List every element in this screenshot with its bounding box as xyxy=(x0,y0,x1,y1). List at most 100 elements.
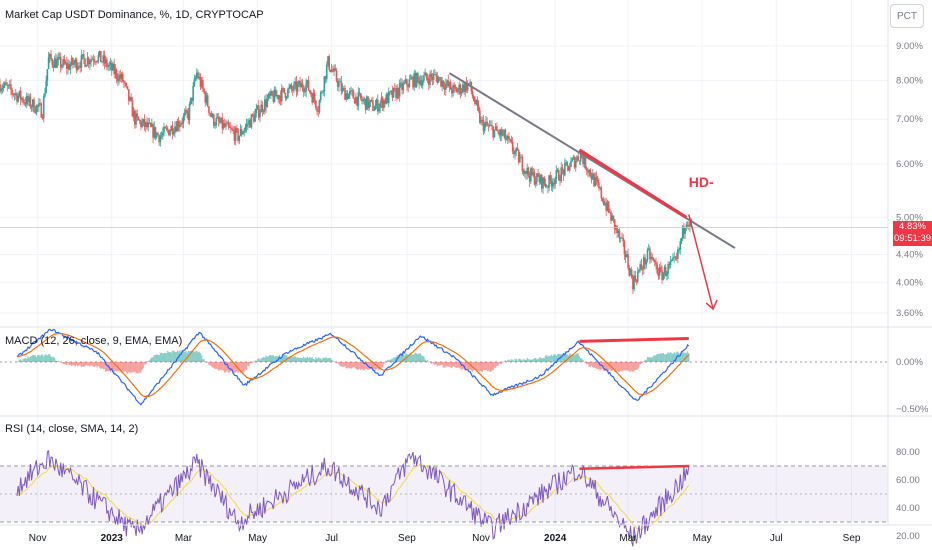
candle-body xyxy=(496,126,498,131)
candle-body xyxy=(324,76,327,80)
divergence-line-macd[interactable] xyxy=(579,337,689,343)
candle-body xyxy=(526,167,529,174)
candle-body xyxy=(664,267,667,276)
macd-hist-bar xyxy=(486,362,488,372)
macd-tick-label: 0.00% xyxy=(896,357,923,368)
macd-hist-bar xyxy=(647,357,650,362)
candle-body xyxy=(192,85,194,101)
candle-body xyxy=(468,83,470,84)
macd-hist-bar xyxy=(160,352,163,362)
price-axis[interactable]: 9.00% 8.00% 7.00% 6.00% 5.00% 4.40% 4.00% 3.60%… xyxy=(896,41,929,542)
macd-hist-bar xyxy=(299,357,301,362)
divergence-line-rsi[interactable] xyxy=(579,464,689,471)
macd-hist-bar xyxy=(588,362,590,367)
macd-hist-bar xyxy=(398,353,401,362)
price-tick-label: 8.00% xyxy=(896,75,923,86)
candle-body xyxy=(16,93,18,102)
macd-hist-bar xyxy=(49,354,51,362)
macd-hist-bar xyxy=(56,360,58,362)
candle-body xyxy=(180,123,182,126)
candle-body xyxy=(157,133,159,135)
candle-body xyxy=(628,267,631,276)
candle-body xyxy=(514,151,516,155)
candle-body xyxy=(447,80,450,87)
macd-hist-bar xyxy=(182,350,185,362)
macd-hist-bar xyxy=(513,360,515,362)
candle-body xyxy=(624,254,627,258)
candle-body xyxy=(678,249,680,251)
candle-body xyxy=(517,149,520,163)
candle-body xyxy=(602,200,605,205)
candle-body xyxy=(339,81,341,83)
candle-body xyxy=(543,177,546,184)
candle-body xyxy=(202,80,204,89)
candle-body xyxy=(225,123,227,127)
projection-arrow[interactable] xyxy=(688,214,714,310)
candle-body xyxy=(605,203,607,211)
candle-body xyxy=(661,270,663,280)
trendline[interactable] xyxy=(448,72,736,249)
macd-hist-bar xyxy=(296,357,299,362)
candle-body xyxy=(121,73,124,82)
macd-hist-bar xyxy=(358,362,361,369)
macd-hist-bar xyxy=(83,362,85,367)
candle-body xyxy=(279,95,282,102)
macd-hist-bar xyxy=(509,360,511,362)
rsi-title: RSI (14, close, SMA, 14, 2) xyxy=(5,423,139,435)
macd-hist-bar xyxy=(27,356,29,362)
candle-body xyxy=(228,126,231,128)
divergence-line-price[interactable] xyxy=(578,148,688,219)
candle-body xyxy=(45,80,47,94)
macd-hist-bar xyxy=(494,362,497,368)
candle-body xyxy=(549,175,552,181)
macd-hist-bar xyxy=(327,358,329,362)
candle-body xyxy=(104,59,107,64)
candle-body xyxy=(14,93,17,95)
candle-body xyxy=(187,112,190,121)
candle-body xyxy=(334,68,337,71)
macd-hist-bar xyxy=(363,362,366,371)
macd-hist-bar xyxy=(245,362,248,370)
candle-body xyxy=(370,100,373,101)
macd-hist-bar xyxy=(109,362,112,373)
macd-hist-bar xyxy=(333,361,335,363)
macd-hist-bar xyxy=(230,362,232,372)
candle-body xyxy=(219,121,221,123)
macd-hist-bar xyxy=(52,356,55,362)
macd-hist-bar xyxy=(630,362,633,371)
candle-body xyxy=(390,90,392,92)
candle-body xyxy=(52,64,55,68)
macd-hist-bar xyxy=(344,362,346,367)
macd-hist-bar xyxy=(474,362,476,370)
candle-body xyxy=(464,82,467,92)
macd-hist-bar xyxy=(561,354,564,362)
candle-body xyxy=(412,76,414,88)
candle-body xyxy=(33,99,35,112)
macd-hist-bar xyxy=(176,350,179,362)
candle-body xyxy=(386,94,389,104)
time-tick-label: Nov xyxy=(472,533,490,544)
candle-body xyxy=(553,182,555,185)
macd-hist-bar xyxy=(169,351,171,362)
macd-hist-bar xyxy=(318,357,321,362)
macd-hist-bar xyxy=(459,362,462,369)
candle-body xyxy=(125,83,128,87)
macd-hist-bar xyxy=(475,362,477,371)
macd-hist-bar xyxy=(386,360,389,362)
candle-body xyxy=(239,129,242,136)
candle-body xyxy=(17,95,20,102)
percent-scale-button[interactable]: PCT xyxy=(890,4,924,28)
macd-hist-bar xyxy=(401,355,403,362)
macd-hist-bar xyxy=(616,362,618,371)
candle-body xyxy=(536,173,538,182)
time-axis[interactable]: Nov 2023 Mar May Jul Sep Nov 2024 Mar May Jul Sep xyxy=(29,533,861,544)
candle-body xyxy=(667,264,669,274)
macd-hist-bar xyxy=(671,353,673,362)
candle-body xyxy=(2,85,5,89)
time-tick-label: Nov xyxy=(29,533,47,544)
candle-body xyxy=(419,80,422,85)
candle-body xyxy=(242,132,244,135)
candle-body xyxy=(378,107,380,112)
candle-body xyxy=(24,102,27,105)
